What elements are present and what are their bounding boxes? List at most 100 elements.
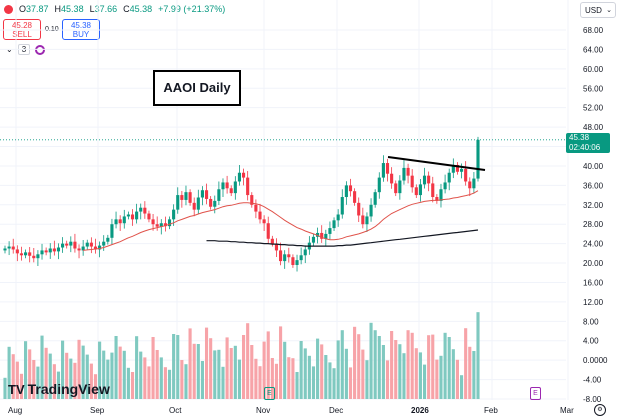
volume-bar [283, 341, 287, 399]
volume-bar [365, 360, 369, 399]
candle-body [472, 178, 476, 189]
volume-bar [316, 338, 320, 399]
candle-body [44, 250, 48, 253]
earnings-icon[interactable]: E [530, 387, 541, 400]
symbol-status-icon [4, 4, 13, 14]
volume-bar [118, 346, 122, 399]
candle-body [139, 207, 143, 212]
candle-body [435, 197, 439, 201]
volume-bar [385, 360, 390, 399]
volume-bar [357, 334, 361, 399]
time-tick-label: Aug [8, 406, 22, 415]
candle-body [56, 247, 61, 252]
fast-moving-average-line [83, 190, 479, 251]
candle-body [52, 248, 56, 252]
candle-body [340, 197, 344, 215]
candle-body [464, 168, 468, 182]
candle-body [357, 202, 361, 216]
volume-bar [291, 358, 295, 399]
candle-body [217, 189, 221, 201]
candle-body [209, 198, 213, 207]
settings-icon[interactable]: ⚙ [594, 404, 606, 416]
candle-body [427, 175, 431, 184]
candle-body [110, 224, 114, 238]
volume-bar [52, 364, 56, 399]
candle-body [320, 232, 324, 239]
tradingview-logo[interactable]: TV TradingView [8, 381, 110, 397]
candle-body [311, 236, 316, 243]
volume-bar [114, 336, 118, 399]
candle-body [155, 224, 159, 227]
candle-body [295, 260, 299, 265]
earnings-icon[interactable]: E [264, 387, 275, 400]
volume-bar [373, 330, 377, 399]
volume-bar [279, 326, 283, 399]
volume-bar [110, 352, 114, 399]
volume-bar [435, 359, 439, 399]
volume-bar [135, 336, 139, 399]
volume-bar [287, 357, 291, 399]
volume-bar [443, 332, 447, 399]
candle-body [468, 181, 472, 189]
candle-body [213, 200, 217, 207]
candle-body [143, 207, 147, 214]
volume-bar [241, 335, 246, 399]
candle-body [196, 197, 200, 210]
candle-body [443, 182, 447, 190]
volume-bar [188, 328, 192, 399]
candle-body [377, 177, 381, 193]
volume-bar [172, 334, 176, 399]
volume-bar [237, 359, 242, 399]
candle-body [451, 164, 455, 173]
candle-body [118, 219, 122, 224]
candle-body [250, 195, 254, 205]
candle-body [431, 183, 435, 198]
price-tick-label: 36.00 [583, 181, 604, 190]
volume-bar [274, 363, 279, 399]
volume-bar [217, 349, 221, 399]
candle-body [40, 250, 44, 255]
volume-bar [130, 372, 135, 399]
candle-body [106, 237, 110, 242]
volume-bar [472, 351, 476, 399]
volume-bar [184, 364, 188, 399]
price-tick-label: 64.00 [583, 45, 604, 54]
time-tick-label: Dec [329, 406, 343, 415]
change-value: +7.99 (+21.37%) [158, 4, 226, 14]
volume-bar [299, 341, 303, 399]
volume-bar [147, 366, 151, 399]
volume-bar [406, 330, 410, 399]
candle-body [36, 254, 40, 259]
volume-bar [44, 347, 48, 399]
price-tick-label: 24.00 [583, 240, 604, 249]
volume-bar [332, 368, 336, 399]
volume-bar [196, 344, 200, 399]
volume-bar [85, 354, 89, 399]
volume-bar [213, 350, 217, 399]
candle-body [135, 211, 139, 220]
chart-grid [0, 0, 569, 400]
time-axis[interactable]: Aug Sep Oct Nov Dec 2026 Feb Mar [8, 406, 574, 415]
currency-select[interactable]: USD ⌄ [580, 2, 616, 18]
candle-body [7, 246, 11, 249]
candle-body [410, 175, 414, 188]
candle-body [81, 246, 85, 251]
candle-body [69, 241, 73, 246]
volume-bar [361, 349, 365, 399]
buy-price: 45.38 [70, 21, 92, 30]
volume-bar [126, 367, 130, 399]
volume-bar [320, 344, 324, 399]
price-tick-label: -4.00 [583, 376, 602, 385]
volume-bar [19, 373, 24, 399]
volume-bar [414, 348, 418, 399]
volume-bar [159, 357, 163, 399]
price-axis[interactable]: 68.0064.0060.0056.0052.0048.0044.0040.00… [583, 26, 608, 404]
candle-body [406, 167, 410, 176]
volume-bar [143, 357, 147, 399]
trendline[interactable] [387, 156, 486, 171]
price-tick-label: 56.00 [583, 84, 604, 93]
time-tick-label: Sep [90, 406, 105, 415]
candle-body [373, 192, 377, 205]
